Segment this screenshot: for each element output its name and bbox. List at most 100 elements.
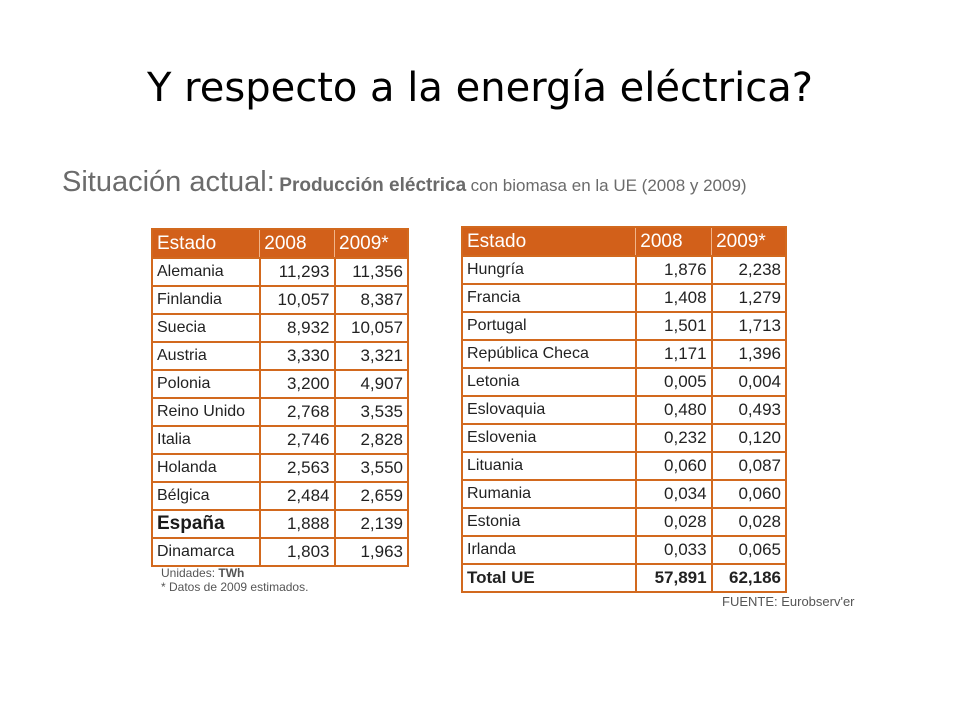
- country-name: Eslovenia: [462, 423, 637, 452]
- value-2008: 0,033: [635, 535, 713, 564]
- value-2009: 0,060: [711, 479, 788, 508]
- country-name: Suecia: [152, 313, 261, 342]
- country-name: Bélgica: [152, 481, 261, 510]
- table-row: Italia 2,746 2,828: [152, 425, 410, 454]
- country-name: Estonia: [462, 507, 637, 536]
- country-name: Finlandia: [152, 285, 261, 314]
- country-name: Total UE: [462, 563, 637, 592]
- table-row: Francia 1,408 1,279: [462, 283, 788, 312]
- source-credit: FUENTE: Eurobserv'er: [722, 594, 855, 609]
- value-2008: 2,484: [259, 481, 336, 510]
- value-2009: 1,279: [711, 283, 788, 312]
- value-2009: 10,057: [334, 313, 410, 342]
- value-2009: 3,535: [334, 397, 410, 426]
- column-header-2009: 2009*: [711, 227, 787, 256]
- table-row: Hungría 1,876 2,238: [462, 255, 788, 284]
- table-row: Portugal 1,501 1,713: [462, 311, 788, 340]
- country-name: Holanda: [152, 453, 261, 482]
- country-name: Lituania: [462, 451, 637, 480]
- value-2009: 0,120: [711, 423, 788, 452]
- units-label: Unidades:: [161, 566, 216, 580]
- column-header-estado: Estado: [152, 229, 261, 258]
- table-row: Bélgica 2,484 2,659: [152, 481, 410, 510]
- country-name: Irlanda: [462, 535, 637, 564]
- value-2009: 0,065: [711, 535, 788, 564]
- country-name: España: [152, 509, 261, 538]
- country-name: Rumania: [462, 479, 637, 508]
- value-2008: 0,028: [635, 507, 713, 536]
- slide-title: Y respecto a la energía eléctrica?: [147, 65, 813, 111]
- value-2008: 0,480: [635, 395, 713, 424]
- value-2009: 4,907: [334, 369, 410, 398]
- table-row: España 1,888 2,139: [152, 509, 410, 538]
- value-2008: 8,932: [259, 313, 336, 342]
- value-2008: 1,408: [635, 283, 713, 312]
- value-2009: 2,659: [334, 481, 410, 510]
- column-header-2009: 2009*: [334, 229, 409, 258]
- subtitle-lead: Situación actual:: [62, 166, 275, 198]
- value-2009: 11,356: [334, 257, 410, 286]
- table-row: Lituania 0,060 0,087: [462, 451, 788, 480]
- value-2008: 2,563: [259, 453, 336, 482]
- production-table-left: Estado 2008 2009* Alemania 11,293 11,356 Fi…: [151, 228, 410, 567]
- value-2008: 1,888: [259, 509, 336, 538]
- table-row: Suecia 8,932 10,057: [152, 313, 410, 342]
- country-name: Dinamarca: [152, 537, 261, 566]
- value-2009: 3,321: [334, 341, 410, 370]
- country-name: Francia: [462, 283, 637, 312]
- value-2008: 1,876: [635, 255, 713, 284]
- country-name: Portugal: [462, 311, 637, 340]
- units-note: Unidades: TWh: [161, 566, 308, 580]
- table-notes: Unidades: TWh * Datos de 2009 estimados.: [161, 566, 308, 594]
- value-2009: 0,028: [711, 507, 788, 536]
- value-2008: 1,501: [635, 311, 713, 340]
- table-row: República Checa 1,171 1,396: [462, 339, 788, 368]
- country-name: Alemania: [152, 257, 261, 286]
- units-value: TWh: [218, 566, 245, 580]
- value-2008: 10,057: [259, 285, 336, 314]
- value-2008: 0,232: [635, 423, 713, 452]
- table-row: Letonia 0,005 0,004: [462, 367, 788, 396]
- value-2008: 2,768: [259, 397, 336, 426]
- value-2009: 1,396: [711, 339, 788, 368]
- country-name: Austria: [152, 341, 261, 370]
- table-row: Eslovaquia 0,480 0,493: [462, 395, 788, 424]
- value-2009: 62,186: [711, 563, 788, 592]
- value-2008: 0,060: [635, 451, 713, 480]
- table-row: Estonia 0,028 0,028: [462, 507, 788, 536]
- value-2008: 0,005: [635, 367, 713, 396]
- value-2008: 3,330: [259, 341, 336, 370]
- table-row: Austria 3,330 3,321: [152, 341, 410, 370]
- value-2009: 0,493: [711, 395, 788, 424]
- value-2008: 1,803: [259, 537, 336, 566]
- table-header-row: Estado 2008 2009*: [152, 229, 409, 258]
- table-row: Holanda 2,563 3,550: [152, 453, 410, 482]
- country-name: Reino Unido: [152, 397, 261, 426]
- value-2009: 2,828: [334, 425, 410, 454]
- country-name: República Checa: [462, 339, 637, 368]
- value-2008: 2,746: [259, 425, 336, 454]
- country-name: Eslovaquia: [462, 395, 637, 424]
- column-header-estado: Estado: [462, 227, 637, 256]
- value-2009: 2,238: [711, 255, 788, 284]
- value-2008: 0,034: [635, 479, 713, 508]
- footnote: * Datos de 2009 estimados.: [161, 580, 309, 594]
- value-2008: 1,171: [635, 339, 713, 368]
- value-2009: 1,713: [711, 311, 788, 340]
- country-name: Hungría: [462, 255, 637, 284]
- value-2009: 0,087: [711, 451, 788, 480]
- table-row: Irlanda 0,033 0,065: [462, 535, 788, 564]
- table-row: Rumania 0,034 0,060: [462, 479, 788, 508]
- subtitle-rest: con biomasa en la UE (2008 y 2009): [470, 176, 747, 195]
- value-2008: 11,293: [259, 257, 336, 286]
- value-2009: 1,963: [334, 537, 410, 566]
- value-2009: 3,550: [334, 453, 410, 482]
- table-row: Eslovenia 0,232 0,120: [462, 423, 788, 452]
- country-name: Polonia: [152, 369, 261, 398]
- column-header-2008: 2008: [635, 227, 713, 256]
- table-row: Reino Unido 2,768 3,535: [152, 397, 410, 426]
- column-header-2008: 2008: [259, 229, 336, 258]
- country-name: Letonia: [462, 367, 637, 396]
- value-2008: 57,891: [635, 563, 713, 592]
- table-header-row: Estado 2008 2009*: [462, 227, 787, 256]
